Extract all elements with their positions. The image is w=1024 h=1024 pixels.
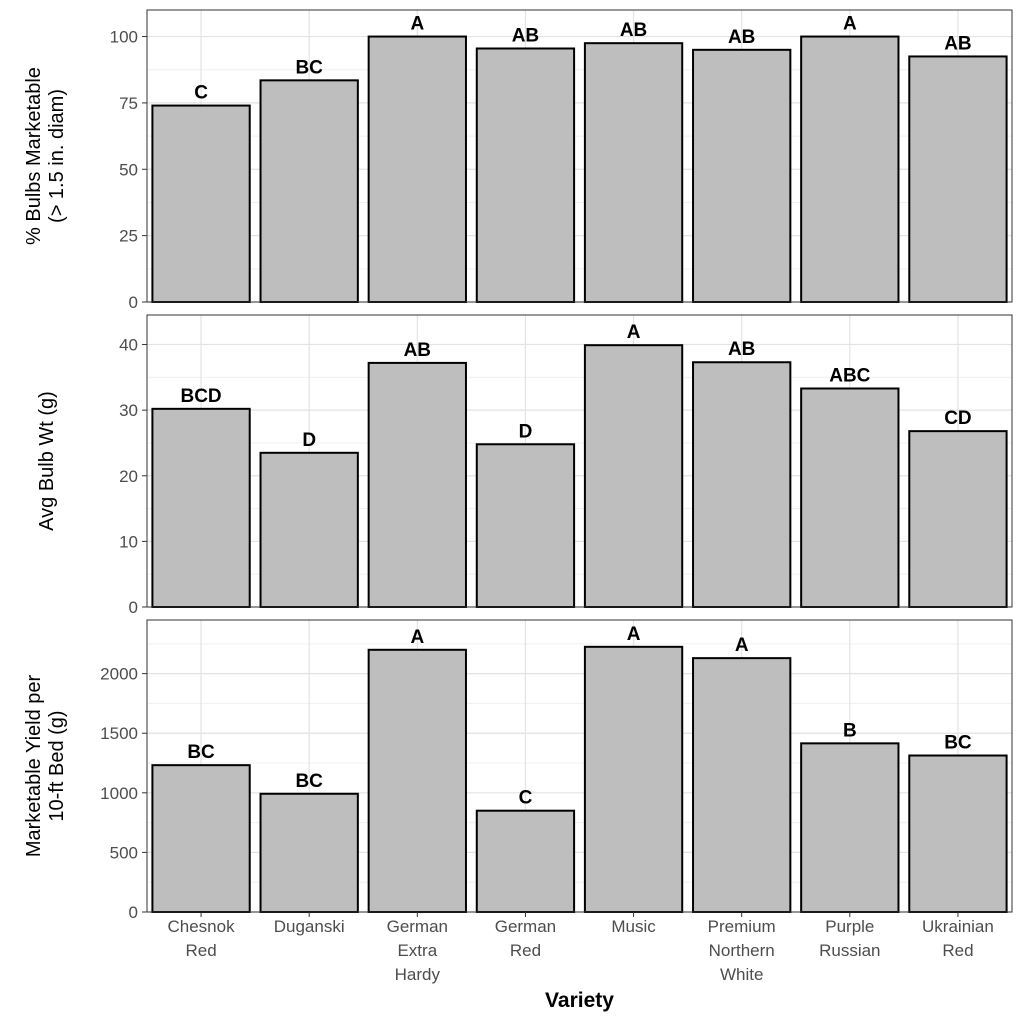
significance-label: AB bbox=[944, 33, 971, 54]
x-tick-label: White bbox=[720, 965, 763, 984]
y-tick-label: 1500 bbox=[100, 724, 138, 743]
y-tick-label: 500 bbox=[110, 843, 138, 862]
bar bbox=[259, 451, 359, 608]
significance-label: C bbox=[194, 83, 208, 104]
bar bbox=[692, 48, 792, 304]
bar bbox=[367, 648, 467, 913]
bar bbox=[583, 344, 684, 608]
significance-label: BCD bbox=[180, 386, 221, 407]
panel-3-border bbox=[146, 619, 1013, 913]
significance-label: A bbox=[735, 635, 749, 656]
bar bbox=[367, 361, 467, 608]
significance-label: D bbox=[302, 430, 316, 451]
significance-label: BC bbox=[295, 57, 323, 78]
x-tick-label: Extra bbox=[397, 941, 437, 960]
y-tick-label: 10 bbox=[119, 532, 138, 551]
significance-label: A bbox=[410, 627, 424, 648]
y-tick-label: 2000 bbox=[100, 665, 138, 684]
bar bbox=[259, 79, 359, 303]
panel-1-border bbox=[146, 9, 1013, 303]
x-tick-label: Premium bbox=[708, 917, 776, 936]
significance-label: AB bbox=[620, 20, 647, 41]
x-axis-title: Variety bbox=[545, 989, 614, 1012]
significance-label: A bbox=[410, 14, 424, 35]
panel-2-border bbox=[146, 314, 1013, 608]
bar bbox=[583, 42, 684, 303]
significance-label: CD bbox=[944, 408, 971, 429]
significance-label: ABC bbox=[829, 365, 870, 386]
y-tick-label: 100 bbox=[110, 28, 138, 47]
x-tick-label: Ukrainian bbox=[922, 917, 994, 936]
x-tick-label: German bbox=[387, 917, 448, 936]
x-tick-label: Music bbox=[611, 917, 656, 936]
x-tick-label: Chesnok bbox=[168, 917, 236, 936]
x-tick-label: Red bbox=[510, 941, 541, 960]
y-tick-label: 25 bbox=[119, 227, 138, 246]
significance-label: A bbox=[627, 624, 641, 645]
significance-label: AB bbox=[728, 339, 755, 360]
x-tick-label: Purple bbox=[825, 917, 874, 936]
significance-label: AB bbox=[404, 340, 431, 361]
bar bbox=[800, 742, 900, 913]
x-tick-label: German bbox=[495, 917, 556, 936]
significance-label: A bbox=[843, 14, 857, 35]
y-tick-label: 0 bbox=[129, 903, 138, 922]
x-tick-label: Hardy bbox=[395, 965, 441, 984]
y-axis-title: (> 1.5 in. diam) bbox=[46, 89, 68, 223]
significance-label: B bbox=[843, 720, 857, 741]
y-axis-title: Avg Bulb Wt (g) bbox=[36, 391, 58, 531]
x-tick-label: Red bbox=[185, 941, 216, 960]
significance-label: BC bbox=[187, 742, 215, 763]
y-tick-label: 1000 bbox=[100, 784, 138, 803]
bar bbox=[908, 430, 1008, 609]
bar bbox=[692, 657, 792, 914]
bar bbox=[908, 754, 1008, 913]
y-tick-label: 0 bbox=[129, 293, 138, 312]
y-axis-title: Marketable Yield per bbox=[23, 675, 45, 858]
y-tick-label: 75 bbox=[119, 94, 138, 113]
bar bbox=[151, 407, 251, 608]
x-tick-label: Northern bbox=[709, 941, 775, 960]
bar bbox=[800, 35, 900, 304]
x-tick-label: Duganski bbox=[274, 917, 345, 936]
y-tick-label: 0 bbox=[129, 598, 138, 617]
bar bbox=[151, 764, 251, 913]
bar bbox=[475, 809, 576, 913]
significance-label: AB bbox=[728, 27, 755, 48]
bar bbox=[151, 104, 251, 304]
y-tick-label: 20 bbox=[119, 467, 138, 486]
significance-label: AB bbox=[512, 25, 539, 46]
bar bbox=[259, 792, 359, 913]
significance-label: D bbox=[519, 421, 533, 442]
bar bbox=[583, 645, 684, 914]
significance-label: BC bbox=[295, 771, 323, 792]
x-tick-label: Russian bbox=[819, 941, 880, 960]
bar bbox=[692, 361, 792, 608]
x-tick-label: Red bbox=[942, 941, 973, 960]
y-axis-title: 10-ft Bed (g) bbox=[46, 710, 68, 821]
bar bbox=[367, 35, 467, 304]
significance-label: A bbox=[627, 322, 641, 343]
bar bbox=[475, 47, 576, 304]
significance-label: C bbox=[519, 788, 533, 809]
y-tick-label: 50 bbox=[119, 160, 138, 179]
bar bbox=[475, 443, 576, 609]
y-axis-title: % Bulbs Marketable bbox=[23, 67, 45, 245]
bar bbox=[908, 55, 1008, 303]
y-tick-label: 40 bbox=[119, 336, 138, 355]
significance-label: BC bbox=[944, 733, 972, 754]
bar bbox=[800, 387, 900, 608]
y-tick-label: 30 bbox=[119, 401, 138, 420]
